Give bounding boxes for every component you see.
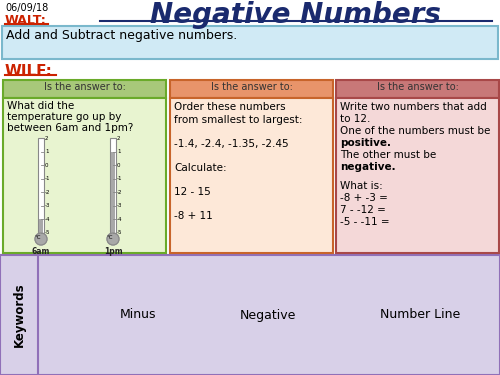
FancyBboxPatch shape: [0, 255, 500, 375]
FancyBboxPatch shape: [336, 98, 499, 253]
Text: positive.: positive.: [340, 138, 391, 148]
Text: -4: -4: [117, 217, 122, 222]
Text: -8 + 11: -8 + 11: [174, 211, 213, 221]
Text: -1: -1: [117, 176, 122, 181]
Text: -3: -3: [117, 203, 122, 208]
FancyBboxPatch shape: [336, 80, 499, 98]
FancyBboxPatch shape: [170, 80, 333, 98]
Text: -2: -2: [45, 190, 51, 195]
Text: 7 - -12 =: 7 - -12 =: [340, 205, 386, 215]
Text: Is the answer to:: Is the answer to:: [210, 82, 292, 92]
Text: °C: °C: [107, 235, 113, 240]
FancyBboxPatch shape: [110, 138, 116, 233]
FancyBboxPatch shape: [38, 138, 44, 233]
Text: 1: 1: [117, 149, 120, 154]
Text: from smallest to largest:: from smallest to largest:: [174, 115, 302, 125]
Text: -1: -1: [45, 176, 51, 181]
Text: temperature go up by: temperature go up by: [7, 112, 121, 122]
Text: Is the answer to:: Is the answer to:: [44, 82, 126, 92]
Text: -2: -2: [117, 190, 122, 195]
Text: WALT:: WALT:: [5, 14, 47, 27]
Text: Order these numbers: Order these numbers: [174, 102, 286, 112]
Text: -1.4, -2.4, -1.35, -2.45: -1.4, -2.4, -1.35, -2.45: [174, 139, 288, 149]
Text: Number Line: Number Line: [380, 309, 460, 321]
Text: to 12.: to 12.: [340, 114, 370, 124]
Text: 1: 1: [45, 149, 48, 154]
Text: Negative Numbers: Negative Numbers: [150, 1, 441, 29]
Text: What did the: What did the: [7, 101, 74, 111]
Text: 6am: 6am: [32, 247, 50, 256]
Text: One of the numbers must be: One of the numbers must be: [340, 126, 490, 136]
Text: between 6am and 1pm?: between 6am and 1pm?: [7, 123, 134, 133]
FancyBboxPatch shape: [0, 255, 38, 375]
FancyBboxPatch shape: [170, 98, 333, 253]
Text: 12 - 15: 12 - 15: [174, 187, 211, 197]
Text: 2: 2: [117, 135, 120, 141]
Text: -4: -4: [45, 217, 51, 222]
Text: Calculate:: Calculate:: [174, 163, 227, 173]
Text: Keywords: Keywords: [12, 283, 26, 347]
Text: Write two numbers that add: Write two numbers that add: [340, 102, 487, 112]
Text: Minus: Minus: [120, 309, 156, 321]
Text: The other must be: The other must be: [340, 150, 436, 160]
Text: -5: -5: [45, 231, 51, 236]
Circle shape: [107, 233, 119, 245]
FancyBboxPatch shape: [2, 26, 498, 59]
FancyBboxPatch shape: [39, 219, 43, 233]
FancyBboxPatch shape: [3, 80, 166, 98]
Circle shape: [35, 233, 47, 245]
Text: Negative: Negative: [240, 309, 296, 321]
Text: Is the answer to:: Is the answer to:: [376, 82, 458, 92]
Text: °C: °C: [35, 235, 41, 240]
Text: -3: -3: [45, 203, 51, 208]
Text: -5 - -11 =: -5 - -11 =: [340, 217, 390, 227]
Text: 1pm: 1pm: [104, 247, 122, 256]
Text: 06/09/18: 06/09/18: [5, 3, 48, 13]
Text: -5: -5: [117, 231, 122, 236]
Text: Add and Subtract negative numbers.: Add and Subtract negative numbers.: [6, 29, 237, 42]
Text: What is:: What is:: [340, 181, 383, 191]
Text: -8 + -3 =: -8 + -3 =: [340, 193, 388, 203]
Text: negative.: negative.: [340, 162, 396, 172]
Text: 0: 0: [117, 163, 120, 168]
Text: 2: 2: [45, 135, 48, 141]
Text: WILF:: WILF:: [5, 64, 53, 79]
FancyBboxPatch shape: [3, 98, 166, 253]
Text: 0: 0: [45, 163, 48, 168]
FancyBboxPatch shape: [111, 152, 115, 233]
